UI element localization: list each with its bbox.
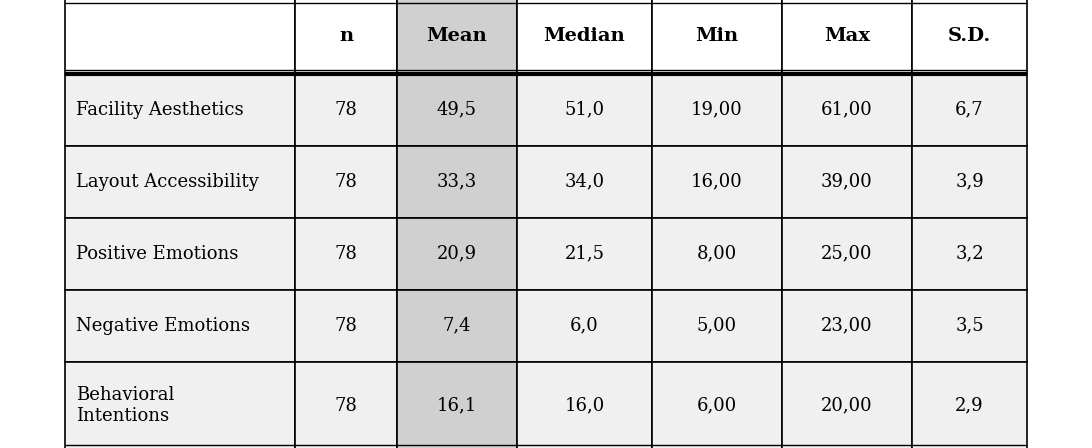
Text: 49,5: 49,5 [437,100,477,119]
Bar [782,73,912,146]
Text: 20,9: 20,9 [437,245,477,263]
Bar [782,362,912,448]
Bar [397,73,517,146]
Bar [517,146,652,217]
Text: Max: Max [824,27,870,45]
Bar [66,289,295,362]
Text: 16,0: 16,0 [565,396,605,414]
Text: 51,0: 51,0 [565,100,605,119]
Text: 6,7: 6,7 [956,100,984,119]
Bar [782,217,912,289]
Bar [652,146,782,217]
Text: Facility Aesthetics: Facility Aesthetics [76,100,244,119]
Bar [66,217,295,289]
Bar [782,0,912,73]
Text: 20,00: 20,00 [821,396,873,414]
Bar [517,362,652,448]
Bar [782,289,912,362]
Text: 3,9: 3,9 [956,172,984,190]
Text: 16,00: 16,00 [691,172,743,190]
Text: 78: 78 [334,316,357,335]
Text: 33,3: 33,3 [437,172,477,190]
Bar [295,0,397,73]
Bar [652,289,782,362]
Bar [912,289,1026,362]
Bar [295,289,397,362]
Text: 78: 78 [334,100,357,119]
Bar [912,146,1026,217]
Bar [517,73,652,146]
Text: S.D.: S.D. [948,27,992,45]
Text: Negative Emotions: Negative Emotions [76,316,250,335]
Text: 6,00: 6,00 [697,396,737,414]
Bar [912,362,1026,448]
Bar [397,289,517,362]
Text: 78: 78 [334,172,357,190]
Text: 19,00: 19,00 [691,100,743,119]
Bar [517,217,652,289]
Text: 21,5: 21,5 [565,245,605,263]
Bar [66,362,295,448]
Bar [397,362,517,448]
Bar [652,73,782,146]
Bar [652,362,782,448]
Text: 6,0: 6,0 [570,316,598,335]
Text: n: n [339,27,353,45]
Bar [912,217,1026,289]
Text: 39,00: 39,00 [821,172,873,190]
Bar [295,217,397,289]
Text: Mean: Mean [427,27,487,45]
Bar [295,362,397,448]
Bar [397,217,517,289]
Bar [295,146,397,217]
Bar [66,73,295,146]
Text: Positive Emotions: Positive Emotions [76,245,238,263]
Bar [295,73,397,146]
Text: 5,00: 5,00 [697,316,737,335]
Text: 16,1: 16,1 [437,396,477,414]
Text: 3,5: 3,5 [956,316,984,335]
Text: 7,4: 7,4 [442,316,472,335]
Text: 25,00: 25,00 [821,245,873,263]
Text: 23,00: 23,00 [821,316,873,335]
Text: 78: 78 [334,396,357,414]
Text: Behavioral
Intentions: Behavioral Intentions [76,386,175,425]
Bar [397,146,517,217]
Bar [397,0,517,73]
Bar [912,0,1026,73]
Text: 34,0: 34,0 [565,172,605,190]
Bar [66,0,295,73]
Text: Layout Accessibility: Layout Accessibility [76,172,259,190]
Bar [912,73,1026,146]
Bar [782,146,912,217]
Bar [517,0,652,73]
Text: 2,9: 2,9 [956,396,984,414]
Text: Min: Min [696,27,738,45]
Text: 3,2: 3,2 [956,245,984,263]
Text: 78: 78 [334,245,357,263]
Bar [652,217,782,289]
Bar [66,146,295,217]
Bar [652,0,782,73]
Text: 8,00: 8,00 [697,245,737,263]
Bar [517,289,652,362]
Text: Median: Median [544,27,626,45]
Text: 61,00: 61,00 [821,100,873,119]
